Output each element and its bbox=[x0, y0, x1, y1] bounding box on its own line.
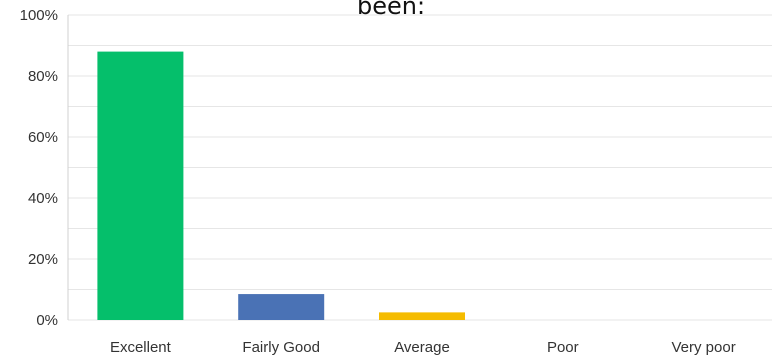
x-category-label: Fairly Good bbox=[242, 339, 320, 356]
y-tick-label: 20% bbox=[28, 251, 58, 268]
y-tick-label: 0% bbox=[36, 312, 58, 329]
x-category-label: Very poor bbox=[671, 339, 735, 356]
bar-average bbox=[379, 312, 465, 320]
bar-excellent bbox=[97, 51, 184, 320]
chart-title: been: bbox=[356, 0, 426, 20]
x-category-label: Average bbox=[394, 339, 450, 356]
x-axis-labels: Excellent Fairly Good Average Poor Very poor bbox=[110, 339, 736, 356]
y-tick-label: 40% bbox=[28, 190, 58, 207]
grid-lines bbox=[68, 14, 772, 321]
x-category-label: Poor bbox=[547, 339, 579, 356]
bar-fairly-good bbox=[238, 294, 325, 320]
y-tick-label: 100% bbox=[20, 7, 58, 24]
x-category-label: Excellent bbox=[110, 339, 172, 356]
y-axis-ticks: 0% 20% 40% 60% 80% 100% bbox=[20, 7, 58, 329]
y-tick-label: 80% bbox=[28, 68, 58, 85]
y-tick-label: 60% bbox=[28, 129, 58, 146]
bars bbox=[97, 51, 465, 320]
